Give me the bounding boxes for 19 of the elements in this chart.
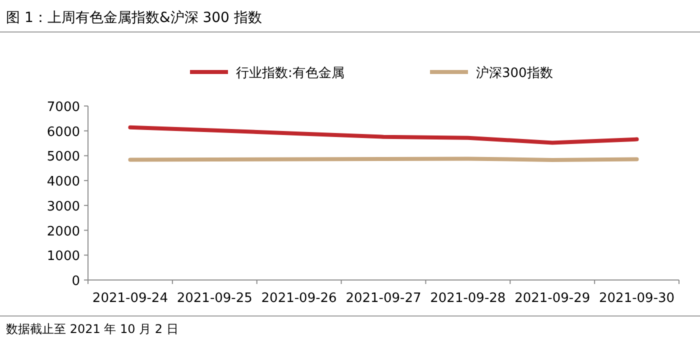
chart-title: 图 1：上周有色金属指数&沪深 300 指数: [6, 10, 262, 26]
x-tick-label: 2021-09-26: [261, 291, 337, 306]
legend-label: 沪深300指数: [476, 65, 553, 81]
y-tick-label: 7000: [46, 100, 80, 115]
y-tick-label: 3000: [46, 199, 80, 214]
y-tick-label: 5000: [46, 150, 80, 165]
x-tick-label: 2021-09-29: [514, 291, 590, 306]
legend-label: 行业指数:有色金属: [236, 66, 344, 81]
x-tick-label: 2021-09-28: [430, 291, 506, 306]
y-tick-label: 2000: [46, 224, 80, 240]
x-tick-label: 2021-09-27: [346, 291, 422, 306]
text: 数据截止至 2021 年 10 月 2 日: [6, 322, 178, 336]
y-tick-label: 1000: [46, 249, 80, 264]
x-tick-label: 2021-09-30: [599, 291, 675, 306]
y-tick-label: 6000: [46, 124, 80, 140]
x-tick-label: 2021-09-24: [92, 291, 168, 306]
y-tick-label: 4000: [46, 174, 80, 190]
x-tick-label: 2021-09-25: [176, 291, 252, 306]
y-tick-label: 0: [72, 274, 80, 289]
